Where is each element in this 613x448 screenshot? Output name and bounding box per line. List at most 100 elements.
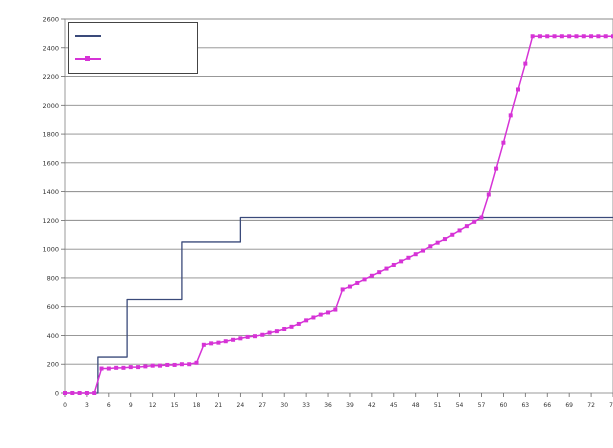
data-point bbox=[209, 341, 214, 346]
data-point bbox=[289, 324, 294, 329]
data-point bbox=[347, 284, 352, 289]
x-tick-label: 36 bbox=[324, 402, 332, 409]
data-point bbox=[187, 362, 192, 367]
data-point bbox=[552, 34, 557, 39]
x-tick-label: 51 bbox=[434, 402, 442, 409]
y-tick-label: 400 bbox=[47, 332, 59, 340]
data-point bbox=[421, 248, 426, 253]
data-point bbox=[77, 391, 82, 395]
y-tick-label: 2000 bbox=[42, 102, 59, 110]
data-point bbox=[391, 262, 396, 267]
data-point bbox=[136, 365, 141, 370]
data-point bbox=[128, 365, 133, 370]
data-point bbox=[589, 34, 594, 39]
x-tick-label: 12 bbox=[149, 402, 157, 409]
data-point bbox=[362, 277, 367, 282]
x-tick-label: 0 bbox=[63, 402, 67, 409]
data-point bbox=[567, 34, 572, 39]
x-tick-label: 15 bbox=[171, 402, 179, 409]
y-tick-label: 600 bbox=[47, 303, 59, 311]
x-tick-label: 42 bbox=[368, 402, 376, 409]
x-tick-label: 39 bbox=[346, 402, 354, 409]
data-point bbox=[464, 224, 469, 229]
data-point bbox=[545, 34, 550, 39]
data-point bbox=[508, 113, 513, 118]
data-point bbox=[377, 270, 382, 275]
x-tick-label: 21 bbox=[215, 402, 223, 409]
y-tick-label: 200 bbox=[47, 361, 59, 369]
data-point bbox=[428, 244, 433, 249]
y-tick-label: 1200 bbox=[42, 217, 59, 225]
data-point bbox=[472, 219, 477, 224]
data-point bbox=[106, 366, 111, 371]
data-point bbox=[530, 34, 535, 39]
data-point bbox=[355, 280, 360, 285]
data-point bbox=[304, 318, 309, 323]
data-point bbox=[296, 321, 301, 326]
data-point bbox=[201, 342, 206, 347]
legend-swatch-step bbox=[75, 35, 101, 37]
data-point bbox=[179, 362, 184, 367]
axes: 0200400600800100012001400160018002000220… bbox=[42, 16, 613, 409]
x-tick-label: 63 bbox=[521, 402, 529, 409]
x-tick-label: 30 bbox=[280, 402, 288, 409]
gridlines bbox=[65, 18, 613, 365]
x-tick-label: 9 bbox=[129, 402, 133, 409]
data-point bbox=[340, 287, 345, 292]
data-point bbox=[486, 192, 491, 197]
series-line-0 bbox=[65, 216, 613, 394]
series-group bbox=[63, 34, 613, 395]
data-point bbox=[231, 337, 236, 342]
data-point bbox=[413, 252, 418, 257]
data-point bbox=[194, 360, 199, 365]
data-point bbox=[406, 255, 411, 260]
data-point bbox=[384, 266, 389, 271]
data-point bbox=[369, 273, 374, 278]
x-tick-label: 72 bbox=[587, 402, 595, 409]
y-tick-label: 800 bbox=[47, 274, 59, 282]
data-point bbox=[260, 332, 265, 337]
data-point bbox=[333, 307, 338, 312]
legend-entry-curve bbox=[75, 53, 193, 65]
data-point bbox=[457, 228, 462, 233]
y-tick-label: 1000 bbox=[42, 246, 59, 254]
data-point bbox=[581, 34, 586, 39]
data-point bbox=[523, 61, 528, 66]
x-tick-label: 57 bbox=[478, 402, 486, 409]
data-point bbox=[114, 365, 119, 370]
data-point bbox=[245, 334, 250, 339]
data-point bbox=[516, 87, 521, 92]
data-point bbox=[326, 310, 331, 315]
data-point bbox=[121, 365, 126, 370]
data-point bbox=[165, 362, 170, 367]
data-point bbox=[282, 326, 287, 331]
x-tick-label: 66 bbox=[543, 402, 551, 409]
x-tick-label: 18 bbox=[193, 402, 201, 409]
data-point bbox=[574, 34, 579, 39]
data-point bbox=[494, 166, 499, 171]
data-point bbox=[223, 339, 228, 344]
y-tick-label: 1600 bbox=[42, 159, 59, 167]
y-tick-label: 1800 bbox=[42, 131, 59, 139]
data-point bbox=[311, 315, 316, 320]
legend-swatch-curve bbox=[75, 56, 101, 61]
y-tick-label: 2600 bbox=[42, 16, 59, 24]
x-tick-label: 75 bbox=[609, 402, 613, 409]
data-point bbox=[450, 232, 455, 237]
data-point bbox=[267, 330, 272, 335]
x-tick-label: 24 bbox=[237, 402, 245, 409]
data-point bbox=[143, 364, 148, 369]
x-tick-label: 69 bbox=[565, 402, 573, 409]
y-tick-label: 0 bbox=[55, 390, 59, 398]
data-point bbox=[559, 34, 564, 39]
y-tick-label: 2200 bbox=[42, 73, 59, 81]
data-point bbox=[442, 237, 447, 242]
data-point bbox=[172, 362, 177, 367]
data-point bbox=[92, 391, 97, 395]
data-point bbox=[274, 329, 279, 334]
data-point bbox=[479, 215, 484, 220]
data-point bbox=[150, 363, 155, 368]
legend bbox=[68, 22, 198, 74]
data-point bbox=[84, 391, 89, 395]
